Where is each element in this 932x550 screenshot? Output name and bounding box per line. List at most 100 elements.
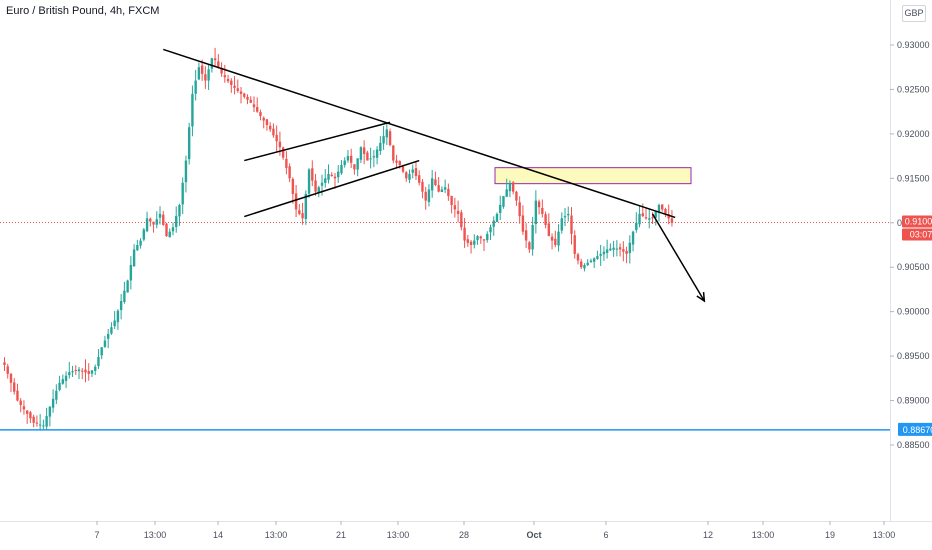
symbol-title: Euro / British Pound, 4h, FXCM (6, 5, 160, 17)
candle-body (554, 238, 557, 245)
candle-body (213, 58, 217, 61)
candle-body (81, 370, 84, 372)
candle-body (602, 251, 606, 255)
candle-body (249, 99, 252, 103)
candle-body (55, 390, 58, 400)
y-tick-label: 0.90000 (897, 307, 930, 317)
candle-body (511, 182, 515, 192)
candle-body (421, 181, 424, 192)
trendline-3[interactable] (244, 159, 420, 218)
candle-body (307, 169, 311, 194)
countdown-tag (902, 228, 932, 241)
x-tick-label: 7 (94, 530, 99, 540)
candle-body (563, 216, 567, 218)
y-tick-label: 0.90500 (897, 262, 930, 272)
candle-body (502, 196, 505, 207)
forecast-arrow-line[interactable] (651, 213, 705, 302)
y-tick-label: 0.88500 (897, 440, 930, 450)
candle-body (103, 340, 107, 347)
candle-body (463, 227, 466, 241)
candle-body (586, 262, 589, 266)
candle-body (178, 205, 181, 217)
candle-body (388, 131, 392, 145)
candle-body (437, 185, 440, 192)
trendline-1[interactable] (163, 48, 676, 219)
trendline-2[interactable] (244, 121, 391, 162)
candle-body (641, 213, 644, 217)
candle-body (570, 215, 573, 234)
candle-body (256, 107, 259, 112)
candle-body (223, 75, 227, 78)
candle-body (492, 220, 495, 227)
candle-body (534, 200, 538, 225)
candle-body (612, 247, 615, 250)
candle-body (181, 182, 184, 205)
candle-body (252, 104, 256, 108)
candle-body (366, 152, 369, 161)
candle-body (330, 174, 333, 177)
candle-body (599, 253, 602, 256)
candle-body (473, 240, 476, 245)
candle-body (382, 136, 385, 144)
candle-body (469, 241, 473, 245)
candle-body (45, 416, 48, 427)
candle-body (337, 171, 340, 178)
support-price-value: 0.88670 (903, 425, 932, 435)
candle-body (32, 416, 35, 423)
candle-body (592, 258, 596, 262)
price-tag (902, 215, 932, 228)
resistance-zone-box[interactable] (494, 167, 692, 185)
currency-button[interactable]: GBP (902, 5, 926, 22)
candle-body (113, 320, 116, 327)
candle-body (126, 280, 129, 293)
candle-body (116, 310, 120, 323)
candle-body (392, 145, 395, 161)
candle-body (430, 178, 434, 191)
candle-body (324, 178, 327, 183)
candle-body (544, 214, 547, 225)
candle-body (132, 249, 136, 267)
candle-body (207, 69, 210, 81)
y-tick-label: 0.89000 (897, 396, 930, 406)
candle-body (605, 249, 609, 253)
candle-body (434, 179, 437, 185)
x-tick-label: 21 (336, 530, 346, 540)
candle-body (661, 204, 664, 210)
candle-body (505, 189, 508, 197)
candle-body (379, 142, 382, 151)
candle-body (291, 178, 295, 194)
candle-body (631, 231, 635, 245)
x-tick-label: 13:00 (144, 530, 167, 540)
candle-body (596, 256, 599, 259)
candle-body (369, 158, 372, 160)
candle-body (301, 213, 304, 219)
candle-body (447, 188, 450, 197)
candle-body (139, 240, 142, 246)
candle-body (654, 211, 657, 218)
candle-body (230, 80, 233, 85)
candle-body (401, 166, 405, 172)
x-tick-label: Oct (526, 530, 541, 540)
candle-body (64, 375, 68, 381)
candle-body (123, 290, 126, 302)
candle-body (61, 379, 65, 384)
candle-body (9, 373, 13, 383)
candle-body (194, 80, 197, 94)
candle-body (106, 333, 110, 339)
candle-body (259, 112, 262, 117)
y-tick-label: 0.92500 (897, 84, 930, 94)
y-tick-label: 0.89500 (897, 351, 930, 361)
candle-body (489, 227, 492, 233)
candle-body (443, 187, 447, 190)
candle-body (184, 160, 188, 183)
candle-body (204, 74, 207, 81)
price-tag-value: 0.91003 (905, 217, 932, 227)
candle-body (74, 370, 77, 372)
candle-body (609, 248, 612, 251)
candle-body (136, 245, 139, 251)
candle-body (567, 213, 570, 216)
candle-body (476, 236, 479, 241)
x-tick-label: 19 (825, 530, 835, 540)
candle-body (405, 172, 408, 179)
